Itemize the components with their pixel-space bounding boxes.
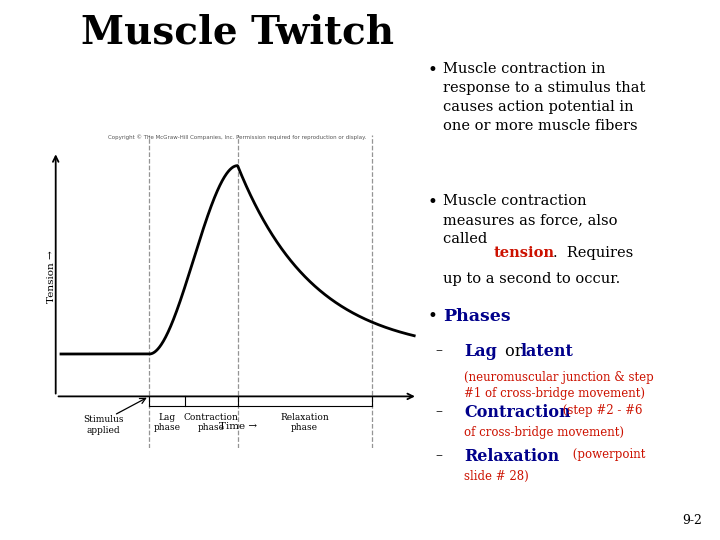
Text: up to a second to occur.: up to a second to occur. [443, 272, 620, 286]
Text: Muscle contraction
measures as force, also
called: Muscle contraction measures as force, al… [443, 194, 617, 246]
Text: Lag
phase: Lag phase [153, 413, 181, 433]
Text: (powerpoint: (powerpoint [569, 448, 645, 461]
Text: –: – [436, 404, 443, 418]
Text: Muscle contraction in
response to a stimulus that
causes action potential in
one: Muscle contraction in response to a stim… [443, 62, 645, 133]
Text: (neuromuscular junction & step
#1 of cross-bridge movement): (neuromuscular junction & step #1 of cro… [464, 371, 654, 400]
Text: Relaxation
phase: Relaxation phase [280, 413, 329, 433]
Text: tension: tension [494, 246, 555, 260]
Text: (step #2 - #6: (step #2 - #6 [559, 404, 643, 417]
Text: or: or [500, 343, 528, 360]
Text: Time →: Time → [219, 422, 256, 431]
Text: 9-2: 9-2 [682, 514, 702, 526]
Text: slide # 28): slide # 28) [464, 470, 529, 483]
Text: latent: latent [521, 343, 573, 360]
Text: •: • [428, 62, 438, 79]
Text: •: • [428, 308, 438, 325]
Text: Copyright © The McGraw-Hill Companies, Inc. Permission required for reproduction: Copyright © The McGraw-Hill Companies, I… [109, 134, 366, 140]
Text: Muscle Twitch: Muscle Twitch [81, 14, 394, 51]
Text: Stimulus
applied: Stimulus applied [83, 415, 124, 435]
Text: Relaxation: Relaxation [464, 448, 559, 465]
Text: Tension →: Tension → [47, 250, 55, 302]
Text: Phases: Phases [443, 308, 510, 325]
Text: –: – [436, 343, 443, 357]
Text: Contraction: Contraction [464, 404, 571, 421]
Text: Lag: Lag [464, 343, 498, 360]
Text: .  Requires: . Requires [553, 246, 633, 260]
Text: Contraction
phase: Contraction phase [184, 413, 238, 433]
Text: –: – [436, 448, 443, 462]
Text: •: • [428, 194, 438, 211]
Text: of cross-bridge movement): of cross-bridge movement) [464, 426, 624, 438]
